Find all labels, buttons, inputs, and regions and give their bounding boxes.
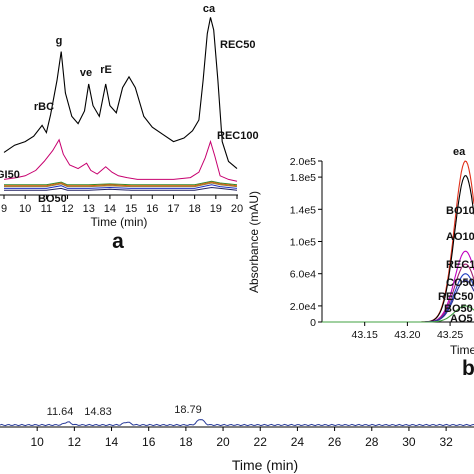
peak-label-rec50-b: REC50 (438, 291, 473, 303)
panel-a-tick-label: 12 (61, 203, 73, 215)
panel-b-xlabel: Time (450, 343, 474, 357)
peak-label-bo50: BO50 (38, 193, 67, 205)
peak-label-gi50: GI50 (0, 169, 20, 181)
peak-label-re: rE (100, 64, 112, 76)
panel-a-series (3, 17, 238, 191)
panel-c-tick-label: 32 (439, 435, 453, 449)
panel-a: 9 10 11 12 13 14 15 16 17 18 19 20 Time (min) a ca … (0, 3, 259, 253)
panel-b-y-tick-label: 1.8e5 (290, 172, 316, 184)
peak-label-rec1: REC1 (446, 259, 474, 271)
panel-b-ticks: 43.15 43.20 43.25 0 2.0e4 6.0e4 1.0e5 1.4e5 1.8e… (290, 156, 464, 341)
panel-c-tick-label: 28 (365, 435, 379, 449)
panel-c: 10 12 14 16 18 20 22 24 26 28 30 32 11.64 14.83 18.… (0, 404, 474, 473)
panel-b-series (322, 160, 474, 323)
peak-label-ca: ca (203, 3, 216, 15)
panel-c-tick-label: 14 (105, 435, 119, 449)
peak-label-ve: ve (80, 67, 92, 79)
panel-c-tick-label: 30 (402, 435, 416, 449)
retention-time-14-83: 14.83 (84, 406, 112, 418)
panel-c-tick-label: 18 (179, 435, 193, 449)
peak-label-rbc: rBC (34, 101, 54, 113)
panel-a-tick-label: 11 (41, 203, 52, 215)
peak-label-bo50-b: BO50 (444, 303, 473, 315)
panel-b-x-tick-label: 43.25 (437, 329, 463, 341)
retention-time-11-64: 11.64 (47, 406, 74, 418)
panel-c-tick-label: 10 (30, 435, 44, 449)
panel-b-y-tick-label: 2.0e5 (290, 156, 316, 168)
panel-b-ylabel: Absorbance (mAU) (247, 191, 261, 293)
panel-c-tick-label: 12 (68, 435, 82, 449)
panel-a-series-line-6 (4, 186, 238, 191)
panel-b-y-tick-label: 1.0e5 (290, 237, 316, 249)
panel-c-trace (0, 419, 474, 427)
panel-a-tick-label: 13 (83, 203, 95, 215)
panel-a-tick-label: 10 (19, 203, 31, 215)
panel-a-tick-label: 19 (210, 203, 222, 215)
retention-time-18-79: 18.79 (174, 404, 202, 416)
panel-b-y-tick-label: 1.4e5 (290, 204, 316, 216)
panel-a-tick-label: 17 (167, 203, 179, 215)
panel-a-tick-label: 16 (146, 203, 158, 215)
peak-label-ao10: AO10 (446, 231, 474, 243)
panel-a-series-line-4 (4, 182, 238, 188)
panel-a-series-line-5 (4, 184, 238, 189)
panel-a-letter: a (112, 230, 124, 253)
peak-label-ao5: AO5 (450, 313, 473, 325)
panel-a-tick-label: 20 (231, 203, 243, 215)
peak-label-co50: CO50 (446, 277, 474, 289)
panel-b-y-tick-label: 2.0e4 (290, 301, 316, 313)
panel-a-tick-label: 18 (189, 203, 201, 215)
panel-c-tick-label: 22 (254, 435, 268, 449)
panel-b-y-tick-label: 6.0e4 (290, 269, 316, 281)
panel-a-series-line-rec50 (3, 17, 238, 170)
panel-a-ticks: 9 10 11 12 13 14 15 16 17 18 19 20 (1, 195, 243, 215)
peak-label-g: g (56, 35, 63, 47)
panel-a-series-line-rec100 (3, 138, 238, 182)
panel-b-y-tick-label: 0 (310, 317, 316, 329)
panel-a-series-line-2 (4, 180, 238, 186)
panel-a-tick-label: 15 (125, 203, 137, 215)
panel-b-x-tick-label: 43.20 (394, 329, 420, 341)
peak-label-rec50: REC50 (220, 39, 255, 51)
panel-b: 43.15 43.20 43.25 0 2.0e4 6.0e4 1.0e5 1.4e5 1.8e… (247, 146, 474, 380)
panel-c-tick-label: 24 (291, 435, 305, 449)
panel-b-letter: b (462, 357, 474, 380)
panel-a-tick-label: 9 (1, 203, 7, 215)
peak-label-bo10: BO10 (446, 205, 474, 217)
panel-c-ticks: 10 12 14 16 18 20 22 24 26 28 30 32 (30, 427, 453, 449)
panel-b-x-tick-label: 43.15 (352, 329, 378, 341)
panel-a-tick-label: 14 (104, 203, 116, 215)
panel-b-series-line-6 (322, 305, 474, 323)
panel-c-tick-label: 26 (328, 435, 342, 449)
peak-label-ea: ea (453, 146, 466, 158)
panel-a-series-line-3 (4, 181, 238, 187)
panel-a-xlabel: Time (min) (91, 215, 148, 229)
panel-c-tick-label: 16 (142, 435, 156, 449)
peak-label-rec100: REC100 (217, 130, 259, 142)
panel-c-tick-label: 20 (216, 435, 230, 449)
panel-c-xlabel: Time (min) (232, 457, 298, 473)
